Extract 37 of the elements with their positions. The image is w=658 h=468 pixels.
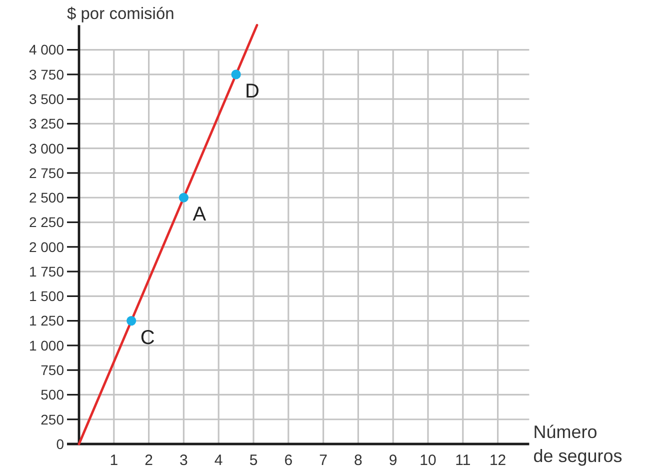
y-tick-label: 2 250	[28, 214, 64, 230]
y-tick-label: 2 000	[28, 238, 64, 255]
y-tick-label: 0	[56, 436, 64, 452]
y-tick-label: 3 500	[28, 90, 64, 107]
y-tick-label: 2 750	[28, 164, 64, 181]
x-tick-label: 12	[489, 452, 506, 468]
point	[178, 192, 188, 202]
x-tick-label: 1	[110, 452, 118, 468]
x-tick-label: 6	[284, 452, 293, 468]
y-tick-label: 250	[40, 411, 64, 428]
y-tick-label: 1 250	[28, 312, 64, 329]
y-tick-label: 1 750	[28, 263, 64, 280]
x-tick-label: 11	[455, 452, 471, 468]
annotation: A	[192, 204, 207, 226]
y-tick-label: 3 000	[28, 140, 64, 156]
point	[126, 316, 136, 326]
y-axis-title: $ por comisión	[67, 5, 174, 23]
point	[231, 70, 241, 80]
y-tick-label: 3 250	[28, 116, 64, 132]
x-tick-label: 10	[420, 452, 436, 468]
annotation: D	[245, 80, 260, 102]
x-tick-label: 4	[214, 452, 223, 468]
x-axis-title: Número de seguros	[533, 422, 622, 466]
x-tick-label: 2	[144, 452, 153, 468]
x-tick-label: 9	[388, 452, 398, 468]
y-tick-label: 4 000	[28, 42, 64, 58]
y-tick-label: 2 500	[28, 190, 64, 206]
x-tick-label: 3	[180, 452, 188, 468]
y-tick-label: 3 750	[28, 66, 64, 82]
x-tick-label: 8	[354, 452, 362, 468]
y-tick-label: 500	[40, 386, 64, 403]
y-tick-label: 1 500	[28, 288, 64, 304]
y-tick-label: 1 000	[28, 337, 64, 354]
y-tick-label: 750	[40, 362, 64, 378]
x-tick-label: 5	[249, 452, 258, 468]
x-tick-label: 7	[319, 452, 328, 468]
annotation: C	[140, 326, 155, 349]
